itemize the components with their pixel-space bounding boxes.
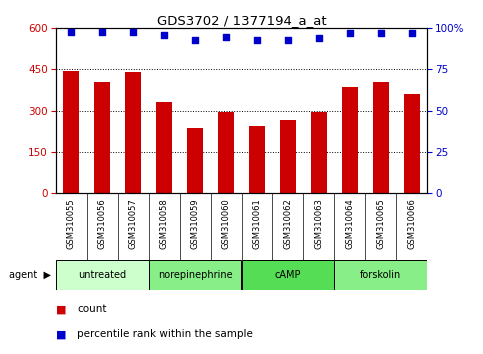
Point (191, 37, 199, 43)
Bar (342, 87, 358, 193)
Text: GSM310064: GSM310064 (345, 198, 355, 249)
Text: GSM310060: GSM310060 (222, 198, 230, 249)
Text: GSM310056: GSM310056 (98, 198, 107, 249)
Point (222, 34, 230, 39)
Text: norepinephrine: norepinephrine (157, 270, 232, 280)
Text: agent  ▶: agent ▶ (9, 270, 51, 280)
Text: GSM310061: GSM310061 (253, 198, 261, 249)
Point (408, 30, 416, 36)
Bar (373, 82, 389, 193)
Bar (187, 129, 203, 193)
Point (129, 29, 137, 34)
Bar (218, 112, 234, 193)
Text: GSM310055: GSM310055 (67, 198, 75, 249)
Bar (56, 260, 149, 290)
Point (98, 29, 106, 34)
Bar (149, 260, 242, 290)
Text: forskolin: forskolin (360, 270, 401, 280)
Text: ■: ■ (56, 304, 66, 314)
Text: GSM310063: GSM310063 (314, 198, 324, 249)
Point (346, 30, 354, 36)
Bar (311, 112, 327, 193)
Text: GSM310058: GSM310058 (159, 198, 169, 249)
Point (160, 32, 168, 38)
Point (315, 35, 323, 41)
Bar (249, 126, 265, 193)
Text: GSM310057: GSM310057 (128, 198, 138, 249)
Text: GSM310059: GSM310059 (190, 198, 199, 249)
Text: GSM310066: GSM310066 (408, 198, 416, 249)
Bar (63, 71, 79, 193)
Text: GSM310062: GSM310062 (284, 198, 293, 249)
Text: percentile rank within the sample: percentile rank within the sample (77, 329, 253, 339)
Title: GDS3702 / 1377194_a_at: GDS3702 / 1377194_a_at (156, 14, 327, 27)
Bar (242, 260, 334, 290)
Text: GSM310065: GSM310065 (376, 198, 385, 249)
Point (253, 37, 261, 43)
Text: count: count (77, 304, 107, 314)
Text: ■: ■ (56, 329, 66, 339)
Bar (280, 120, 296, 193)
Bar (404, 94, 420, 193)
Bar (125, 72, 141, 193)
Bar (94, 82, 110, 193)
Bar (334, 260, 427, 290)
Point (67, 29, 75, 34)
Point (377, 30, 385, 36)
Bar (156, 102, 172, 193)
Text: untreated: untreated (78, 270, 126, 280)
Text: cAMP: cAMP (275, 270, 301, 280)
Point (284, 37, 292, 43)
